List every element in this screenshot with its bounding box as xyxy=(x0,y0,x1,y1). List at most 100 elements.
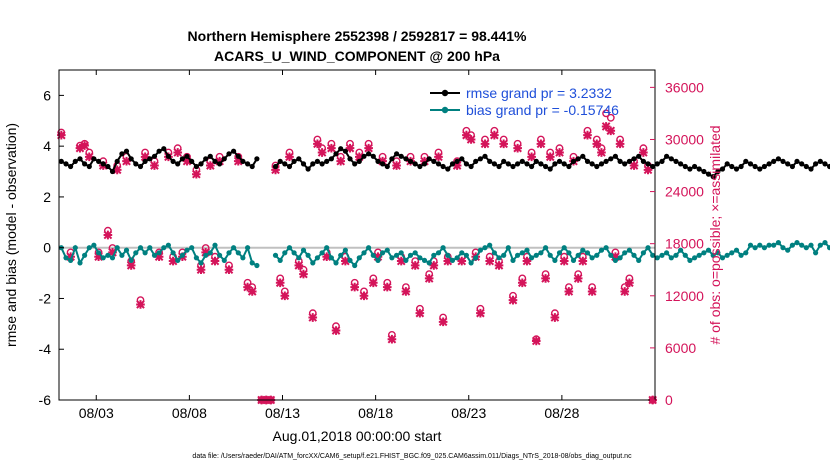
bias-point xyxy=(733,247,740,253)
left-y-tick-label: 6 xyxy=(43,87,51,103)
obs-assimilated-point xyxy=(517,278,527,288)
rmse-point xyxy=(361,153,367,159)
rmse-point xyxy=(296,156,302,162)
bias-point xyxy=(668,255,674,261)
bias-point xyxy=(82,252,88,258)
obs-assimilated-point xyxy=(592,139,602,149)
bias-point xyxy=(179,252,185,258)
obs-assimilated-point xyxy=(345,143,355,153)
bias-point xyxy=(240,255,246,261)
rmse-point xyxy=(631,156,637,162)
obs-assimilated-point xyxy=(415,308,425,318)
rmse-point xyxy=(86,163,92,170)
bias-point xyxy=(473,255,479,261)
obs-assimilated-point xyxy=(317,148,327,157)
obs-assimilated-point xyxy=(359,291,369,301)
rmse-point xyxy=(771,158,777,164)
bias-point xyxy=(277,257,283,263)
bias-point xyxy=(682,252,688,258)
rmse-point xyxy=(100,161,106,167)
obs-assimilated-point xyxy=(154,252,164,262)
left-y-axis-label: rmse and bias (model - observation) xyxy=(3,123,19,347)
bias-point xyxy=(440,245,446,251)
rmse-point xyxy=(398,153,404,159)
left-y-tick-label: 2 xyxy=(43,189,51,205)
bias-point xyxy=(584,250,591,256)
bias-point xyxy=(96,250,102,256)
rmse-point xyxy=(594,163,600,170)
footnote-data-file: data file: /Users/raeder/DAI/ATM_forcXX/… xyxy=(192,453,632,460)
obs-assimilated-point xyxy=(196,265,206,275)
obs-assimilated-point xyxy=(80,141,89,150)
obs-assimilated-point xyxy=(173,148,183,157)
bias-point xyxy=(664,250,670,256)
bias-point xyxy=(272,252,279,258)
x-tick-label: 08/03 xyxy=(79,405,114,421)
bias-point xyxy=(175,257,181,263)
rmse-point xyxy=(417,163,423,170)
bias-point xyxy=(245,245,251,251)
rmse-series-layer xyxy=(58,146,830,180)
obs-assimilated-point xyxy=(210,256,220,266)
bias-point xyxy=(501,252,507,258)
obs-assimilated-point xyxy=(457,256,467,266)
bias-point xyxy=(142,250,148,256)
rmse-point xyxy=(305,166,311,172)
rmse-point xyxy=(608,156,614,162)
legend-bias-label: bias grand pr = -0.15746 xyxy=(466,102,619,118)
rmse-point xyxy=(426,156,432,162)
rmse-point xyxy=(324,158,330,164)
rmse-point xyxy=(794,158,800,164)
obs-assimilated-point xyxy=(545,152,555,162)
obs-assimilated-point xyxy=(615,139,625,149)
obs-assimilated-point xyxy=(350,282,359,292)
rmse-point xyxy=(384,163,390,170)
obs-assimilated-point xyxy=(620,287,630,296)
obs-assimilated-point xyxy=(233,156,243,166)
rmse-point xyxy=(775,156,782,162)
rmse-point xyxy=(347,156,353,162)
obs-assimilated-point xyxy=(382,282,392,292)
rmse-point xyxy=(705,171,712,177)
obs-assimilated-point xyxy=(215,156,224,166)
obs-assimilated-point xyxy=(462,130,471,140)
rmse-point xyxy=(654,161,660,167)
rmse-point xyxy=(650,163,656,170)
obs-assimilated-point xyxy=(66,252,75,262)
rmse-point xyxy=(682,163,688,170)
bias-point xyxy=(333,260,339,266)
rmse-point xyxy=(151,153,158,159)
obs-assimilated-point xyxy=(327,143,336,153)
bias-point xyxy=(799,242,805,248)
bias-point xyxy=(696,252,702,258)
rmse-point xyxy=(310,161,316,167)
rmse-point xyxy=(570,158,577,164)
rmse-point xyxy=(710,174,716,180)
rmse-point xyxy=(319,161,325,167)
rmse-point xyxy=(333,151,339,157)
bias-point xyxy=(193,255,199,261)
rmse-point xyxy=(561,161,567,167)
bias-point xyxy=(398,250,404,256)
rmse-point xyxy=(747,161,754,167)
rmse-point xyxy=(766,161,772,167)
rmse-point xyxy=(487,158,493,164)
rmse-point xyxy=(407,158,414,164)
rmse-point xyxy=(314,158,320,164)
obs-assimilated-point xyxy=(573,274,583,283)
rmse-point xyxy=(505,161,511,167)
rmse-point xyxy=(468,163,474,170)
rmse-point xyxy=(226,151,232,157)
bias-point xyxy=(389,255,395,261)
bias-point xyxy=(794,240,800,246)
rmse-point xyxy=(482,153,488,159)
obs-assimilated-point xyxy=(480,139,490,149)
bias-point xyxy=(496,255,502,261)
bias-point xyxy=(566,250,572,256)
left-y-tick-label: 0 xyxy=(43,240,51,256)
obs-assimilated-point xyxy=(108,248,117,257)
bias-point xyxy=(407,252,414,258)
rmse-point xyxy=(687,166,693,172)
rmse-point xyxy=(421,161,428,167)
rmse-point xyxy=(58,158,64,164)
